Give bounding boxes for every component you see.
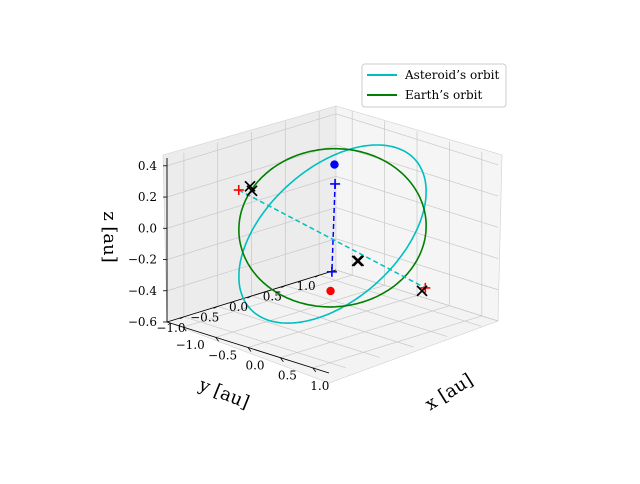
x-stroke-b	[352, 255, 365, 267]
x-tick-label: −1.0	[176, 338, 205, 352]
grid-y-floor	[285, 285, 448, 337]
z-tick-label: 0.0	[138, 221, 157, 235]
earth-orbit-line	[238, 147, 427, 308]
red-dot-marker	[326, 286, 335, 296]
asteroid-orbit-line	[238, 144, 427, 324]
z-axis-label: z [au]	[99, 211, 120, 263]
x-tick-label: 1.0	[310, 379, 329, 393]
grid-y-floor	[251, 295, 414, 348]
z-tick-label: −0.4	[128, 284, 158, 298]
x-tick-mark	[247, 347, 252, 352]
axis-lines	[163, 158, 337, 374]
x-stroke-b	[416, 285, 428, 297]
z-tick-label: 0.4	[138, 159, 157, 173]
grid-z-left	[166, 175, 337, 229]
blue-plus-marker	[326, 266, 337, 277]
legend: Asteroid’s orbit Earth’s orbit	[361, 63, 507, 108]
x-tick-label: 0.0	[245, 359, 264, 373]
y-axis-label: y [au]	[195, 374, 252, 413]
y-tick-mark	[314, 274, 320, 278]
blue-dot-marker	[330, 160, 339, 169]
z-tick-label: 0.2	[138, 190, 157, 204]
x-tick-label: −0.5	[208, 348, 237, 362]
grid-y-floor	[217, 306, 380, 358]
dashed-connector-0	[331, 183, 336, 272]
grid-z-left	[166, 144, 337, 198]
y-tick-mark	[247, 295, 252, 299]
x-stroke-b	[351, 255, 363, 267]
grid-y-floor	[183, 316, 347, 369]
grid-lines	[166, 111, 499, 369]
markers	[233, 160, 431, 297]
grid-z-left	[166, 207, 337, 260]
y-tick-label: 0.0	[229, 300, 248, 314]
red-plus-marker	[233, 184, 244, 195]
x-axis-label: x [au]	[421, 370, 476, 415]
black-x-marker	[351, 255, 363, 267]
y-tick-mark	[213, 306, 218, 309]
dashed-connectors	[238, 183, 426, 289]
x-stroke-b	[244, 180, 256, 192]
grid-z-right	[335, 144, 499, 197]
y-tick-label: 1.0	[297, 279, 316, 293]
black-x-marker	[246, 185, 258, 197]
grid-y-floor	[318, 274, 482, 327]
tick-labels: −1.0−0.50.00.51.0−1.0−0.50.00.51.0−0.6−0…	[128, 159, 329, 393]
grid-z-right	[335, 207, 499, 259]
y-tick-label: −0.5	[190, 310, 219, 324]
legend-label-earth: Earth’s orbit	[405, 88, 482, 102]
black-x-marker	[416, 285, 428, 297]
z-tick-label: −0.6	[128, 315, 157, 329]
x-tick-mark	[280, 357, 284, 362]
grid-z-left	[166, 113, 337, 167]
y-tick-label: 0.5	[263, 290, 282, 304]
black-x-marker	[352, 255, 365, 267]
x-tick-mark	[182, 326, 187, 332]
x-tick-mark	[312, 367, 317, 373]
x-tick-label: 0.5	[278, 369, 297, 383]
grid-z-left	[166, 238, 337, 292]
y-tick-mark	[281, 285, 286, 288]
y-tick-label: −1.0	[156, 321, 185, 335]
y-tick-mark	[179, 316, 185, 320]
grid-z-right	[335, 113, 499, 166]
blue-plus-marker	[330, 178, 341, 189]
grid-z-right	[335, 238, 499, 291]
x-stroke-b	[246, 185, 258, 197]
z-tick-label: −0.2	[128, 253, 157, 267]
dashed-connector-1	[238, 189, 426, 289]
x-tick-mark	[215, 337, 219, 342]
legend-box	[361, 63, 507, 108]
grid-z-right	[335, 175, 499, 228]
legend-label-asteroid: Asteroid’s orbit	[404, 68, 499, 82]
